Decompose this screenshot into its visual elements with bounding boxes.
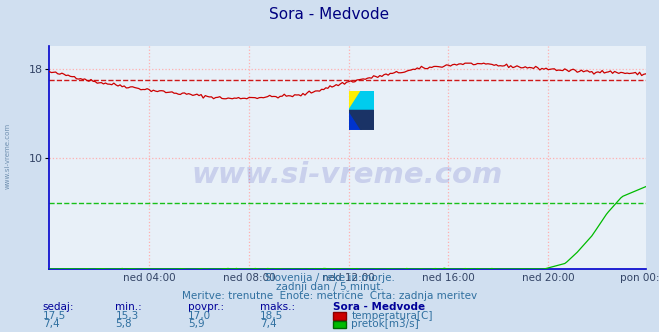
Text: povpr.:: povpr.: xyxy=(188,302,224,312)
Text: 17,0: 17,0 xyxy=(188,311,211,321)
Text: www.si-vreme.com: www.si-vreme.com xyxy=(5,123,11,189)
Text: 5,8: 5,8 xyxy=(115,319,132,329)
Text: Sora - Medvode: Sora - Medvode xyxy=(333,302,425,312)
Text: sedaj:: sedaj: xyxy=(43,302,74,312)
Text: temperatura[C]: temperatura[C] xyxy=(351,311,433,321)
Text: maks.:: maks.: xyxy=(260,302,295,312)
Text: Meritve: trenutne  Enote: metrične  Črta: zadnja meritev: Meritve: trenutne Enote: metrične Črta: … xyxy=(182,289,477,301)
Text: 17,5: 17,5 xyxy=(43,311,66,321)
Text: 7,4: 7,4 xyxy=(260,319,277,329)
Text: 7,4: 7,4 xyxy=(43,319,59,329)
Text: www.si-vreme.com: www.si-vreme.com xyxy=(192,161,503,190)
Text: Sora - Medvode: Sora - Medvode xyxy=(270,7,389,23)
Text: 5,9: 5,9 xyxy=(188,319,204,329)
Text: zadnji dan / 5 minut.: zadnji dan / 5 minut. xyxy=(275,282,384,292)
Text: 15,3: 15,3 xyxy=(115,311,138,321)
Text: pretok[m3/s]: pretok[m3/s] xyxy=(351,319,419,329)
Text: min.:: min.: xyxy=(115,302,142,312)
Text: Slovenija / reke in morje.: Slovenija / reke in morje. xyxy=(264,273,395,283)
Text: 18,5: 18,5 xyxy=(260,311,283,321)
